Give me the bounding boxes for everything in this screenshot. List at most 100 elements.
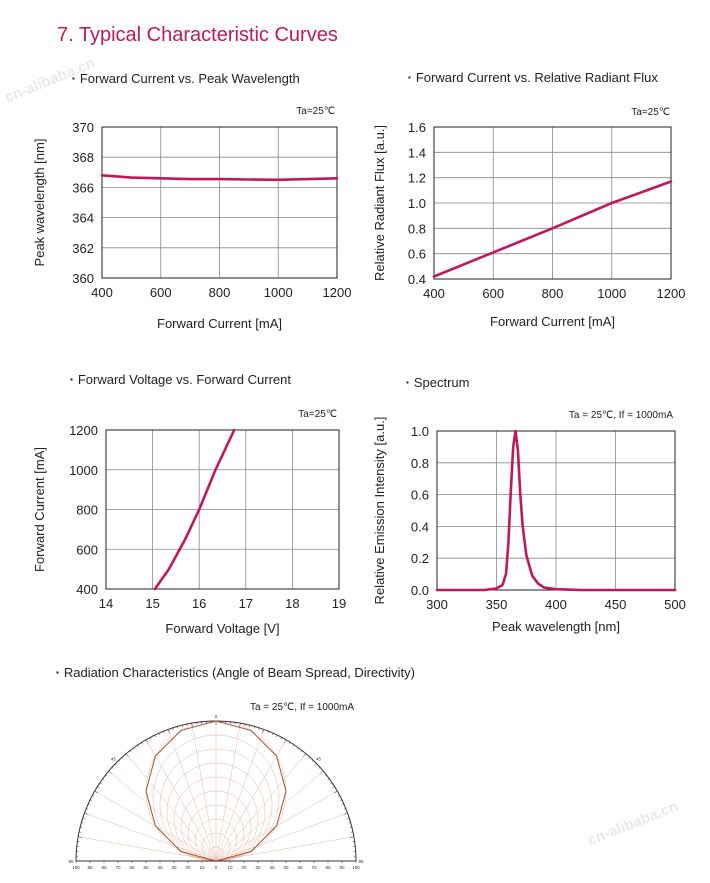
polar-radial-label: 30 xyxy=(171,865,177,870)
x-tick-label: 500 xyxy=(664,597,686,612)
y-tick-label: 600 xyxy=(76,542,98,557)
x-tick-label: 18 xyxy=(285,596,299,611)
y-tick-label: 1.4 xyxy=(408,145,426,160)
y-tick-label: 1.0 xyxy=(411,424,429,439)
polar-arc-tick xyxy=(343,808,346,810)
polar-arc-tick xyxy=(330,782,333,785)
chart-spectrum: 300 350 400 450 500 0.0 0.2 0.4 0.6 0.8 1.0 Ta = 25… xyxy=(372,410,686,634)
plot-frame xyxy=(101,126,338,279)
section-title-wavelength: ▪ Forward Current vs. Peak Wavelength xyxy=(72,71,300,86)
page-title: 7. Typical Characteristic Curves xyxy=(57,24,338,46)
y-tick-label: 368 xyxy=(72,150,94,165)
polar-arc-tick xyxy=(92,795,95,797)
x-axis-label: Forward Current [mA] xyxy=(490,314,615,329)
polar-radial-label: 80 xyxy=(101,865,107,870)
polar-radial-line xyxy=(215,753,307,862)
y-tick-label: 0.4 xyxy=(411,519,429,534)
polar-angle-label: 45 xyxy=(316,756,322,761)
polar-arc-tick xyxy=(320,770,324,774)
y-tick-label: 1.6 xyxy=(408,120,426,135)
y-tick-label: 360 xyxy=(72,271,94,286)
polar-arc-tick xyxy=(118,760,121,762)
x-axis-label: Peak wavelength [nm] xyxy=(492,619,620,634)
polar-arc-tick xyxy=(129,750,132,753)
polar-arc-tick xyxy=(337,795,340,797)
y-tick-label: 0.4 xyxy=(408,272,426,287)
polar-radial-label: 10 xyxy=(227,865,233,870)
polar-radial-line xyxy=(215,770,324,862)
polar-arc-tick xyxy=(158,733,161,736)
x-tick-label: 400 xyxy=(545,597,567,612)
x-tick-label: 1200 xyxy=(323,285,352,300)
polar-arc-tick xyxy=(315,763,317,766)
x-tick-label: 17 xyxy=(239,596,253,611)
polar-arc-tick xyxy=(163,731,165,734)
polar-radial-label: 60 xyxy=(297,865,303,870)
condition-label: Ta = 25℃, If = 1000mA xyxy=(569,410,673,421)
polar-arc-tick xyxy=(111,767,114,769)
x-axis-label: Forward Current [mA] xyxy=(157,316,282,331)
polar-arc-tick xyxy=(82,817,85,819)
polar-radial-line xyxy=(78,836,217,862)
polar-angle-label: 45 xyxy=(111,756,117,761)
polar-radial-line xyxy=(215,836,354,862)
polar-arc-tick xyxy=(239,723,241,728)
y-tick-label: 0.6 xyxy=(411,488,429,503)
y-tick-label: 1000 xyxy=(69,463,98,478)
y-axis-label: Peak wavelength [nm] xyxy=(32,139,47,267)
polar-arc-tick xyxy=(327,778,330,781)
polar-radial-label: 0 xyxy=(215,865,218,870)
polar-radial-label: 60 xyxy=(129,865,135,870)
x-tick-label: 14 xyxy=(99,596,113,611)
polar-arc-tick xyxy=(137,744,140,747)
polar-arc-tick xyxy=(167,729,170,734)
y-axis-label: Forward Current [mA] xyxy=(32,447,47,572)
x-tick-label: 800 xyxy=(542,286,564,301)
polar-arc-tick xyxy=(288,742,291,745)
polar-radial-label: 50 xyxy=(143,865,149,870)
polar-radial-label: 90 xyxy=(87,865,93,870)
polar-radial-label: 100 xyxy=(352,865,360,870)
polar-arc-tick xyxy=(78,836,83,838)
polar-arc-tick xyxy=(253,726,255,729)
polar-arc-tick xyxy=(84,812,89,815)
polar-arc-tick xyxy=(280,737,282,740)
chart-wavelength: 400 600 800 1000 1200 360 362 364 366 368 370 Ta=25… xyxy=(32,106,351,331)
polar-arc-tick xyxy=(258,727,260,730)
polar-radial-label: 100 xyxy=(72,865,80,870)
y-tick-label: 0.2 xyxy=(411,551,429,566)
polar-radial-label: 10 xyxy=(199,865,205,870)
polar-radial-line xyxy=(108,770,217,862)
polar-angle-label: 90 xyxy=(358,859,364,864)
condition-label: Ta=25℃ xyxy=(296,106,335,117)
y-tick-label: 1.0 xyxy=(408,196,426,211)
polar-radial-label: 70 xyxy=(311,865,317,870)
x-tick-label: 300 xyxy=(426,597,448,612)
section-title-forward-voltage: ▪ Forward Voltage vs. Forward Current xyxy=(70,372,291,387)
polar-arc-tick xyxy=(177,726,179,729)
polar-arc-tick xyxy=(292,744,295,747)
series-line-wavelength xyxy=(100,174,339,182)
polar-arc-tick xyxy=(311,760,314,762)
polar-radial-line xyxy=(125,753,217,862)
polar-radial-line xyxy=(215,812,348,862)
polar-arc-tick xyxy=(347,817,350,819)
y-tick-label: 364 xyxy=(72,211,94,226)
section-title-spectrum: ▪ Spectrum xyxy=(406,375,470,390)
polar-arc-tick xyxy=(271,733,274,736)
polar-arc-tick xyxy=(267,731,269,734)
x-axis-label: Forward Voltage [V] xyxy=(165,621,279,636)
polar-arc-tick xyxy=(349,836,354,838)
radiation-pattern-curve xyxy=(145,720,287,862)
condition-label: Ta=25℃ xyxy=(298,409,337,420)
polar-arc-tick xyxy=(122,756,124,759)
polar-arc-tick xyxy=(81,822,84,824)
y-tick-label: 370 xyxy=(72,120,94,135)
x-tick-label: 16 xyxy=(192,596,206,611)
y-tick-label: 800 xyxy=(76,503,98,518)
condition-label: Ta=25℃ xyxy=(631,107,670,118)
polar-radial-label: 30 xyxy=(255,865,261,870)
condition-label: Ta = 25℃, If = 1000mA xyxy=(250,702,354,713)
polar-arc-tick xyxy=(333,790,338,794)
polar-arc-tick xyxy=(125,753,129,757)
